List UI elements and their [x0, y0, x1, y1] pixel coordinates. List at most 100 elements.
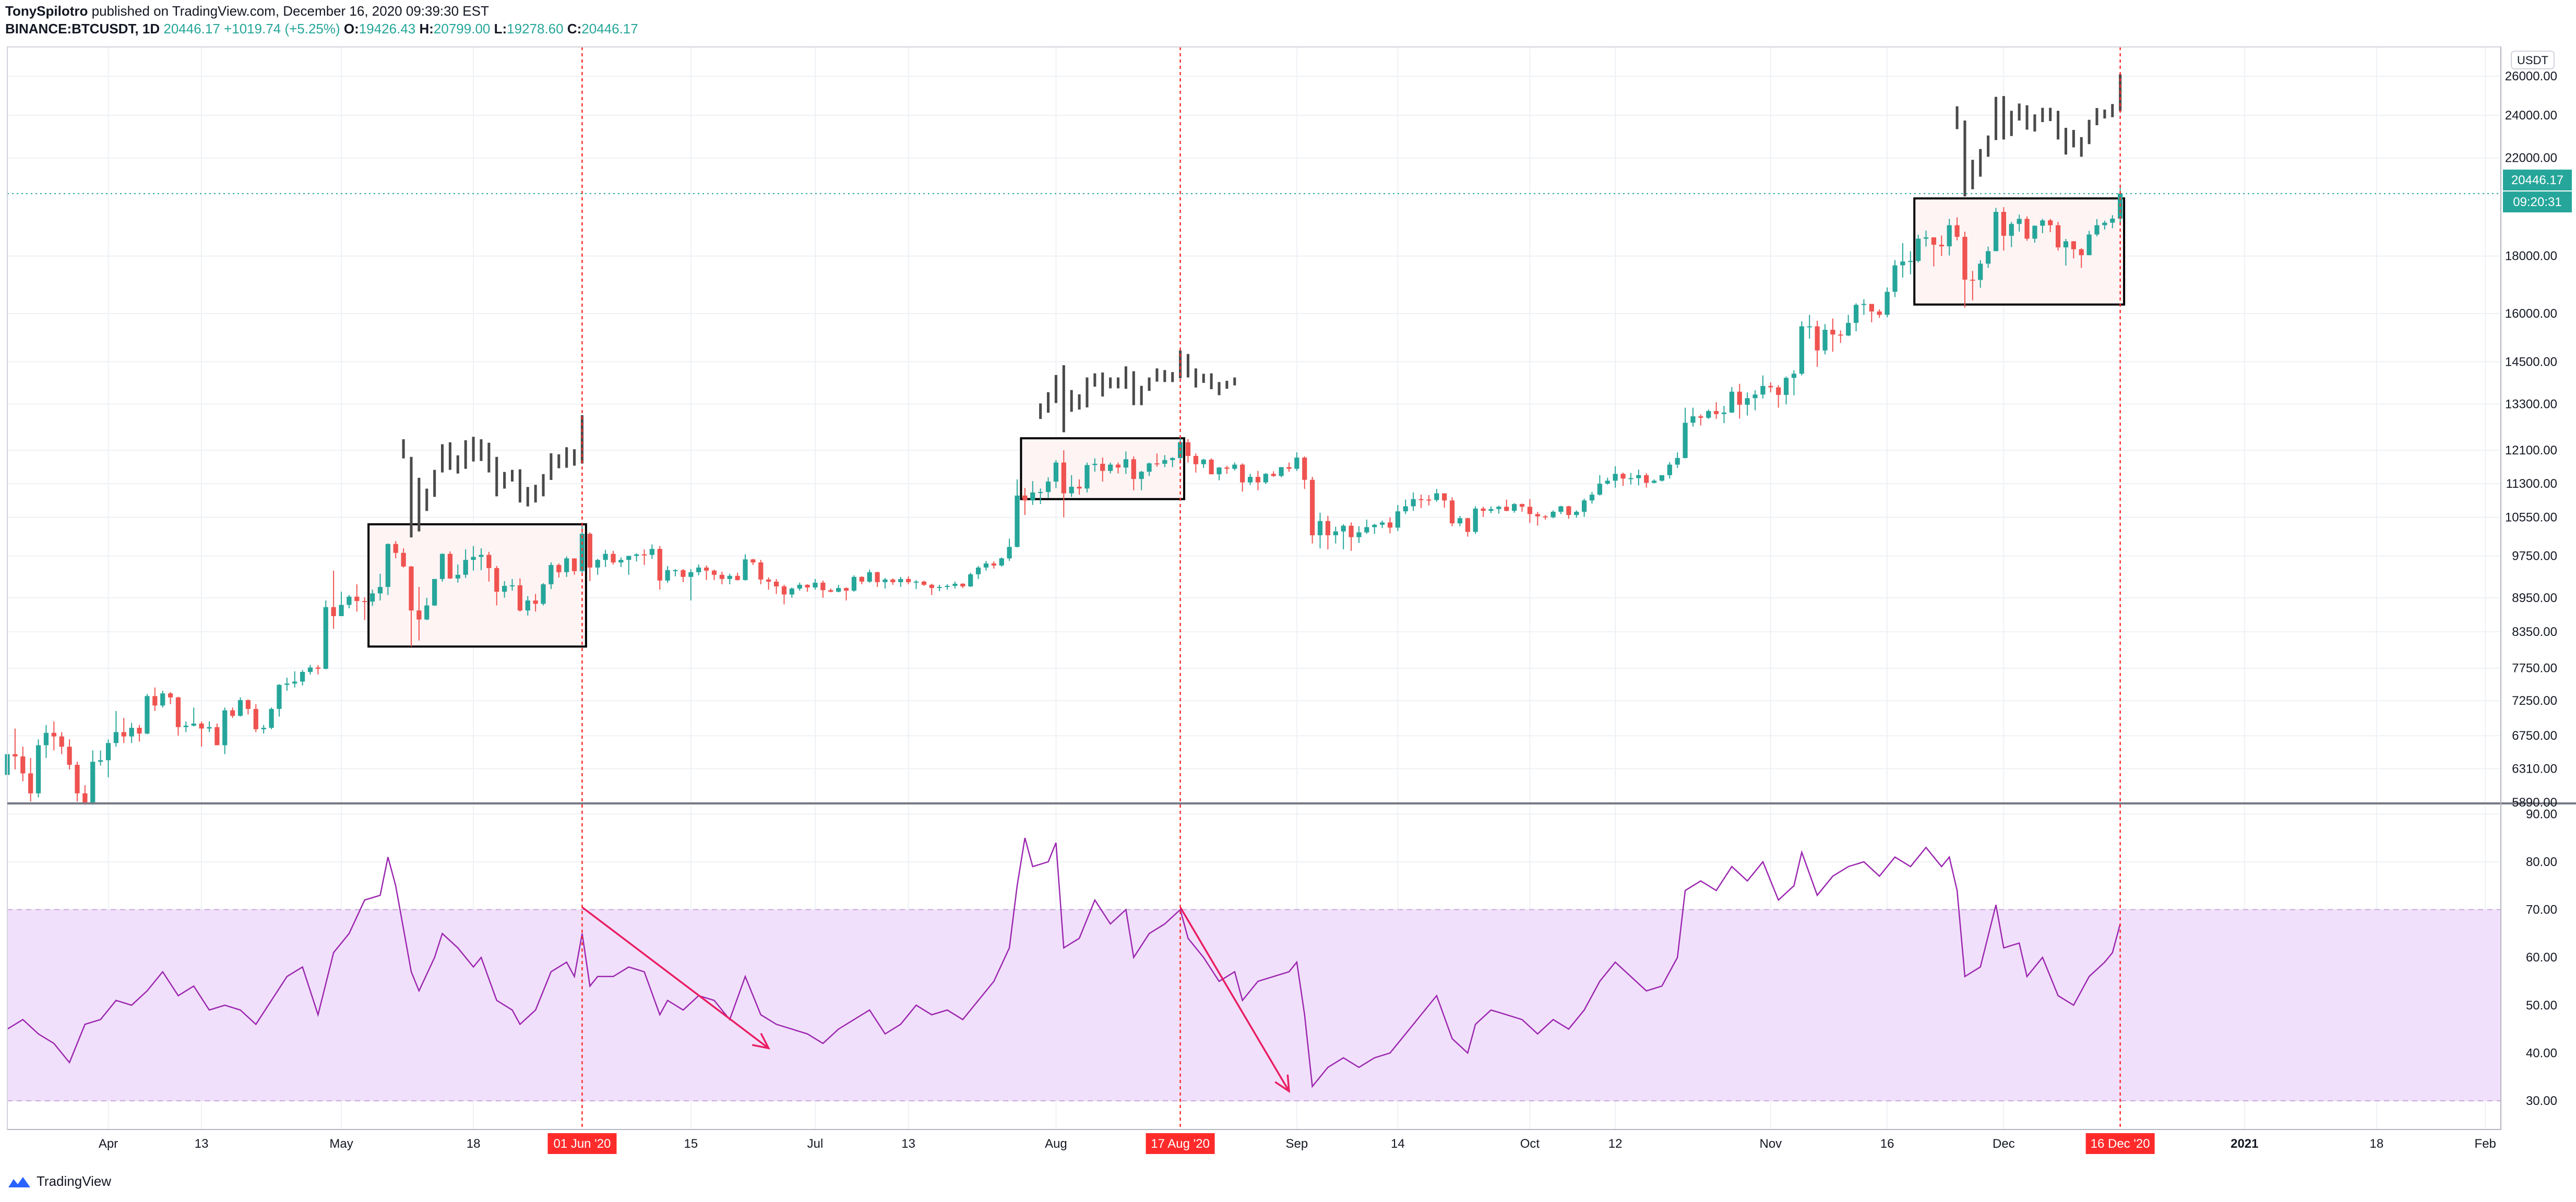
candle-182 — [1418, 495, 1424, 508]
candle-body-253 — [1970, 280, 1975, 281]
candle-body-267 — [2079, 249, 2084, 256]
candle-189 — [1473, 506, 1478, 534]
candle-body-64 — [502, 585, 507, 592]
candle-body-119 — [929, 584, 934, 588]
rsi-arrow-0 — [581, 906, 770, 1050]
candle-body-54 — [424, 605, 430, 620]
symbol-label[interactable]: BINANCE:BTCUSDT, 1D — [5, 21, 160, 37]
candle-229 — [1783, 376, 1789, 405]
candle-body-55 — [432, 579, 437, 606]
candle-203 — [1581, 498, 1587, 517]
price-tick-label: 26000.00 — [2505, 69, 2557, 83]
candle-153 — [1193, 453, 1198, 473]
candle-220 — [1714, 402, 1719, 419]
candle-186 — [1449, 497, 1455, 526]
candle-body-95 — [743, 559, 748, 580]
last-price-tag: 20446.17 — [2503, 170, 2572, 191]
candle-62 — [486, 551, 492, 582]
countdown-tag: 09:20:31 — [2503, 191, 2572, 213]
time-tick-label: Jul — [807, 1137, 824, 1151]
candle-67 — [525, 596, 530, 616]
rsi-tick-label: 80.00 — [2526, 855, 2557, 869]
candle-155 — [1209, 458, 1214, 475]
last-price-tag-bg — [2503, 170, 2572, 191]
rsi-arrow-shaft — [581, 906, 769, 1049]
price-tick-label: 9750.00 — [2512, 549, 2557, 563]
candle-body-199 — [1551, 511, 1556, 518]
time-tick-label: 14 — [1391, 1137, 1405, 1151]
candle-body-161 — [1255, 477, 1261, 483]
candle-144 — [1123, 451, 1129, 474]
candle-84 — [657, 546, 662, 590]
currency-tag-bg — [2511, 51, 2555, 69]
candle-body-113 — [882, 579, 888, 582]
candle-175 — [1364, 520, 1369, 534]
candle-174 — [1356, 526, 1362, 543]
candle-body-44 — [347, 596, 352, 605]
candle-body-69 — [541, 584, 546, 604]
candle-body-195 — [1519, 504, 1525, 507]
candle-body-104 — [813, 582, 818, 588]
candle-body-108 — [843, 588, 849, 591]
candle-body-92 — [719, 574, 725, 579]
candle-243 — [1892, 260, 1898, 297]
candle-193 — [1504, 499, 1509, 512]
candle-259 — [2017, 214, 2022, 232]
candle-177 — [1379, 520, 1385, 528]
candle-238 — [1853, 303, 1859, 332]
candle-221 — [1721, 405, 1727, 424]
candle-110 — [859, 576, 864, 584]
range-box-0 — [367, 523, 587, 648]
candle-body-29 — [230, 710, 235, 716]
candle-42 — [331, 570, 336, 629]
candle-126 — [983, 561, 989, 571]
candle-25 — [199, 721, 204, 747]
candle-51 — [401, 548, 406, 568]
candle-body-32 — [253, 708, 258, 729]
candle-body-183 — [1426, 499, 1432, 501]
candle-93 — [727, 573, 732, 584]
candle-body-18 — [145, 696, 150, 734]
candle-body-28 — [222, 710, 228, 746]
candle-body-188 — [1465, 518, 1470, 532]
candle-29 — [230, 707, 235, 718]
candle-body-152 — [1185, 442, 1191, 456]
candle-body-229 — [1783, 378, 1789, 395]
time-tick-label: Aug — [1045, 1137, 1067, 1151]
rsi-band — [7, 909, 2501, 1102]
candle-114 — [890, 578, 896, 585]
candle-150 — [1170, 457, 1175, 467]
candle-255 — [1985, 246, 1991, 268]
author-name[interactable]: TonySpilotro — [5, 3, 88, 19]
candle-body-127 — [991, 563, 996, 566]
price-tick-label: 8350.00 — [2512, 625, 2557, 639]
candle-body-109 — [851, 576, 857, 591]
candle-199 — [1551, 510, 1556, 519]
candle-26 — [207, 721, 212, 732]
candle-94 — [735, 572, 740, 581]
candle-body-200 — [1558, 506, 1564, 512]
candle-163 — [1271, 471, 1276, 477]
candle-24 — [191, 707, 196, 727]
candle-15 — [121, 718, 126, 743]
candle-body-83 — [649, 549, 655, 555]
candle-13 — [105, 739, 111, 777]
candle-body-162 — [1263, 474, 1268, 483]
last-price-tag-label: 20446.17 — [2511, 173, 2563, 187]
candle-253 — [1970, 271, 1975, 300]
candle-53 — [416, 587, 422, 641]
candle-body-40 — [315, 667, 321, 669]
candle-178 — [1387, 517, 1393, 534]
candle-79 — [618, 557, 624, 567]
candle-43 — [339, 592, 344, 616]
candle-body-245 — [1908, 261, 1913, 262]
candle-59 — [463, 549, 468, 578]
candle-body-7 — [59, 736, 64, 747]
tradingview-footer[interactable]: TradingView — [7, 1173, 111, 1189]
candle-124 — [968, 572, 973, 587]
candle-body-236 — [1838, 334, 1843, 336]
candle-204 — [1589, 492, 1595, 504]
candle-body-43 — [339, 605, 344, 616]
marker-lines — [7, 47, 2501, 1129]
